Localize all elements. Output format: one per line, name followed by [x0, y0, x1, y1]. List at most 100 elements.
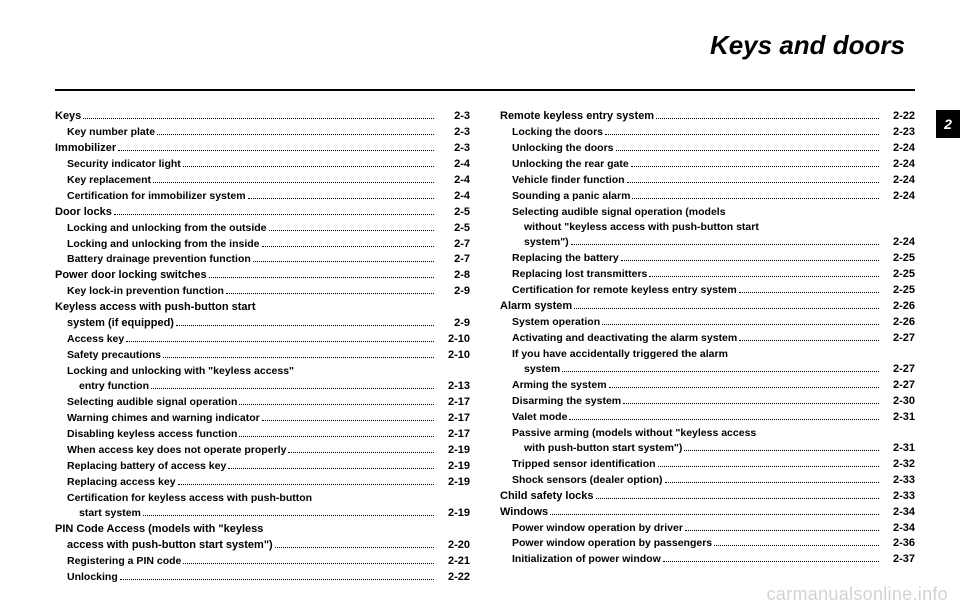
toc-leader-dots: [621, 260, 879, 261]
toc-leader-dots: [631, 166, 879, 167]
toc-entry: Key lock-in prevention function2-9: [55, 284, 470, 300]
toc-page-ref: 2-21: [438, 554, 470, 570]
toc-entry: Alarm system2-26: [500, 299, 915, 315]
toc-entry: Locking the doors2-23: [500, 125, 915, 141]
watermark-text: carmanualsonline.info: [767, 584, 948, 605]
toc-entry: When access key does not operate properl…: [55, 443, 470, 459]
toc-leader-dots: [151, 388, 434, 389]
toc-label: Selecting audible signal operation (mode…: [512, 205, 726, 220]
toc-page-ref: 2-31: [883, 410, 915, 426]
toc-label: Certification for immobilizer system: [67, 189, 246, 204]
toc-label: Unlocking: [67, 570, 118, 585]
toc-entry: Initialization of power window2-37: [500, 552, 915, 568]
toc-entry: Replacing the battery2-25: [500, 251, 915, 267]
toc-label: Registering a PIN code: [67, 554, 181, 569]
toc-entry: Warning chimes and warning indicator2-17: [55, 411, 470, 427]
toc-leader-dots: [157, 134, 434, 135]
toc-leader-dots: [658, 466, 879, 467]
toc-entry: Unlocking the doors2-24: [500, 141, 915, 157]
toc-label: Locking and unlocking with "keyless acce…: [67, 364, 294, 379]
toc-label: Valet mode: [512, 410, 567, 425]
toc-entry: Sounding a panic alarm2-24: [500, 189, 915, 205]
toc-leader-dots: [209, 277, 434, 278]
toc-leader-dots: [656, 118, 879, 119]
toc-page-ref: 2-17: [438, 411, 470, 427]
toc-page-ref: 2-30: [883, 394, 915, 410]
toc-entry: Power window operation by driver 2-34: [500, 521, 915, 537]
toc-entry: access with push-button start system")2-…: [55, 538, 470, 554]
toc-label: Access key: [67, 332, 124, 347]
toc-entry: Locking and unlocking from the outside2-…: [55, 221, 470, 237]
toc-leader-dots: [649, 276, 879, 277]
toc-label: Passive arming (models without "keyless …: [512, 426, 756, 441]
toc-label: Vehicle finder function: [512, 173, 625, 188]
toc-leader-dots: [163, 357, 434, 358]
toc-leader-dots: [632, 198, 879, 199]
toc-entry: Power window operation by passengers2-36: [500, 536, 915, 552]
toc-label: PIN Code Access (models with "keyless: [55, 522, 263, 538]
toc-label: Power window operation by driver: [512, 521, 683, 536]
toc-leader-dots: [605, 134, 879, 135]
toc-label: Unlocking the rear gate: [512, 157, 629, 172]
toc-page-ref: 2-27: [883, 331, 915, 347]
toc-entry: without "keyless access with push-button…: [500, 220, 915, 235]
toc-label: If you have accidentally triggered the a…: [512, 347, 728, 362]
toc-label: with push-button start system"): [524, 441, 682, 456]
toc-page-ref: 2-33: [883, 489, 915, 505]
toc-page-ref: 2-26: [883, 315, 915, 331]
toc-entry: Shock sensors (dealer option)2-33: [500, 473, 915, 489]
toc-leader-dots: [609, 387, 879, 388]
toc-label: Security indicator light: [67, 157, 181, 172]
toc-entry: Certification for remote keyless entry s…: [500, 283, 915, 299]
toc-entry: start system 2-19: [55, 506, 470, 522]
toc-leader-dots: [616, 150, 879, 151]
toc-entry: If you have accidentally triggered the a…: [500, 347, 915, 362]
toc-page-ref: 2-10: [438, 332, 470, 348]
toc-label: Power window operation by passengers: [512, 536, 712, 551]
toc-label: Certification for remote keyless entry s…: [512, 283, 737, 298]
toc-page-ref: 2-34: [883, 505, 915, 521]
toc-leader-dots: [569, 419, 879, 420]
manual-page: Keys and doors Keys2-3Key number plate2-…: [0, 0, 960, 611]
toc-label: Locking and unlocking from the inside: [67, 237, 260, 252]
toc-label: Disabling keyless access function: [67, 427, 237, 442]
toc-page-ref: 2-19: [438, 506, 470, 522]
toc-label: without "keyless access with push-button…: [524, 220, 759, 235]
toc-label: Key number plate: [67, 125, 155, 140]
toc-page-ref: 2-10: [438, 348, 470, 364]
toc-leader-dots: [684, 450, 879, 451]
toc-leader-dots: [239, 404, 434, 405]
toc-entry: Unlocking the rear gate2-24: [500, 157, 915, 173]
toc-leader-dots: [275, 547, 434, 548]
toc-label: system"): [524, 235, 569, 250]
toc-label: Key replacement: [67, 173, 151, 188]
toc-page-ref: 2-25: [883, 251, 915, 267]
toc-page-ref: 2-34: [883, 521, 915, 537]
toc-label: Keys: [55, 109, 81, 125]
toc-leader-dots: [178, 484, 434, 485]
toc-page-ref: 2-3: [438, 125, 470, 141]
toc-page-ref: 2-19: [438, 443, 470, 459]
toc-leader-dots: [288, 452, 434, 453]
toc-entry: Tripped sensor identification2-32: [500, 457, 915, 473]
toc-entry: Safety precautions2-10: [55, 348, 470, 364]
toc-page-ref: 2-25: [883, 267, 915, 283]
toc-leader-dots: [118, 150, 434, 151]
toc-label: System operation: [512, 315, 600, 330]
toc-entry: system")2-24: [500, 235, 915, 251]
toc-page-ref: 2-22: [438, 570, 470, 586]
toc-page-ref: 2-17: [438, 427, 470, 443]
toc-label: start system: [79, 506, 141, 521]
toc-leader-dots: [153, 182, 434, 183]
toc-leader-dots: [550, 514, 879, 515]
toc-leader-dots: [126, 341, 434, 342]
toc-leader-dots: [228, 468, 434, 469]
toc-entry: Selecting audible signal operation (mode…: [500, 205, 915, 220]
toc-entry: Immobilizer2-3: [55, 141, 470, 157]
toc-leader-dots: [269, 230, 434, 231]
toc-leader-dots: [739, 292, 879, 293]
toc-entry: Security indicator light2-4: [55, 157, 470, 173]
toc-leader-dots: [143, 515, 434, 516]
toc-leader-dots: [714, 545, 879, 546]
toc-entry: Keys2-3: [55, 109, 470, 125]
